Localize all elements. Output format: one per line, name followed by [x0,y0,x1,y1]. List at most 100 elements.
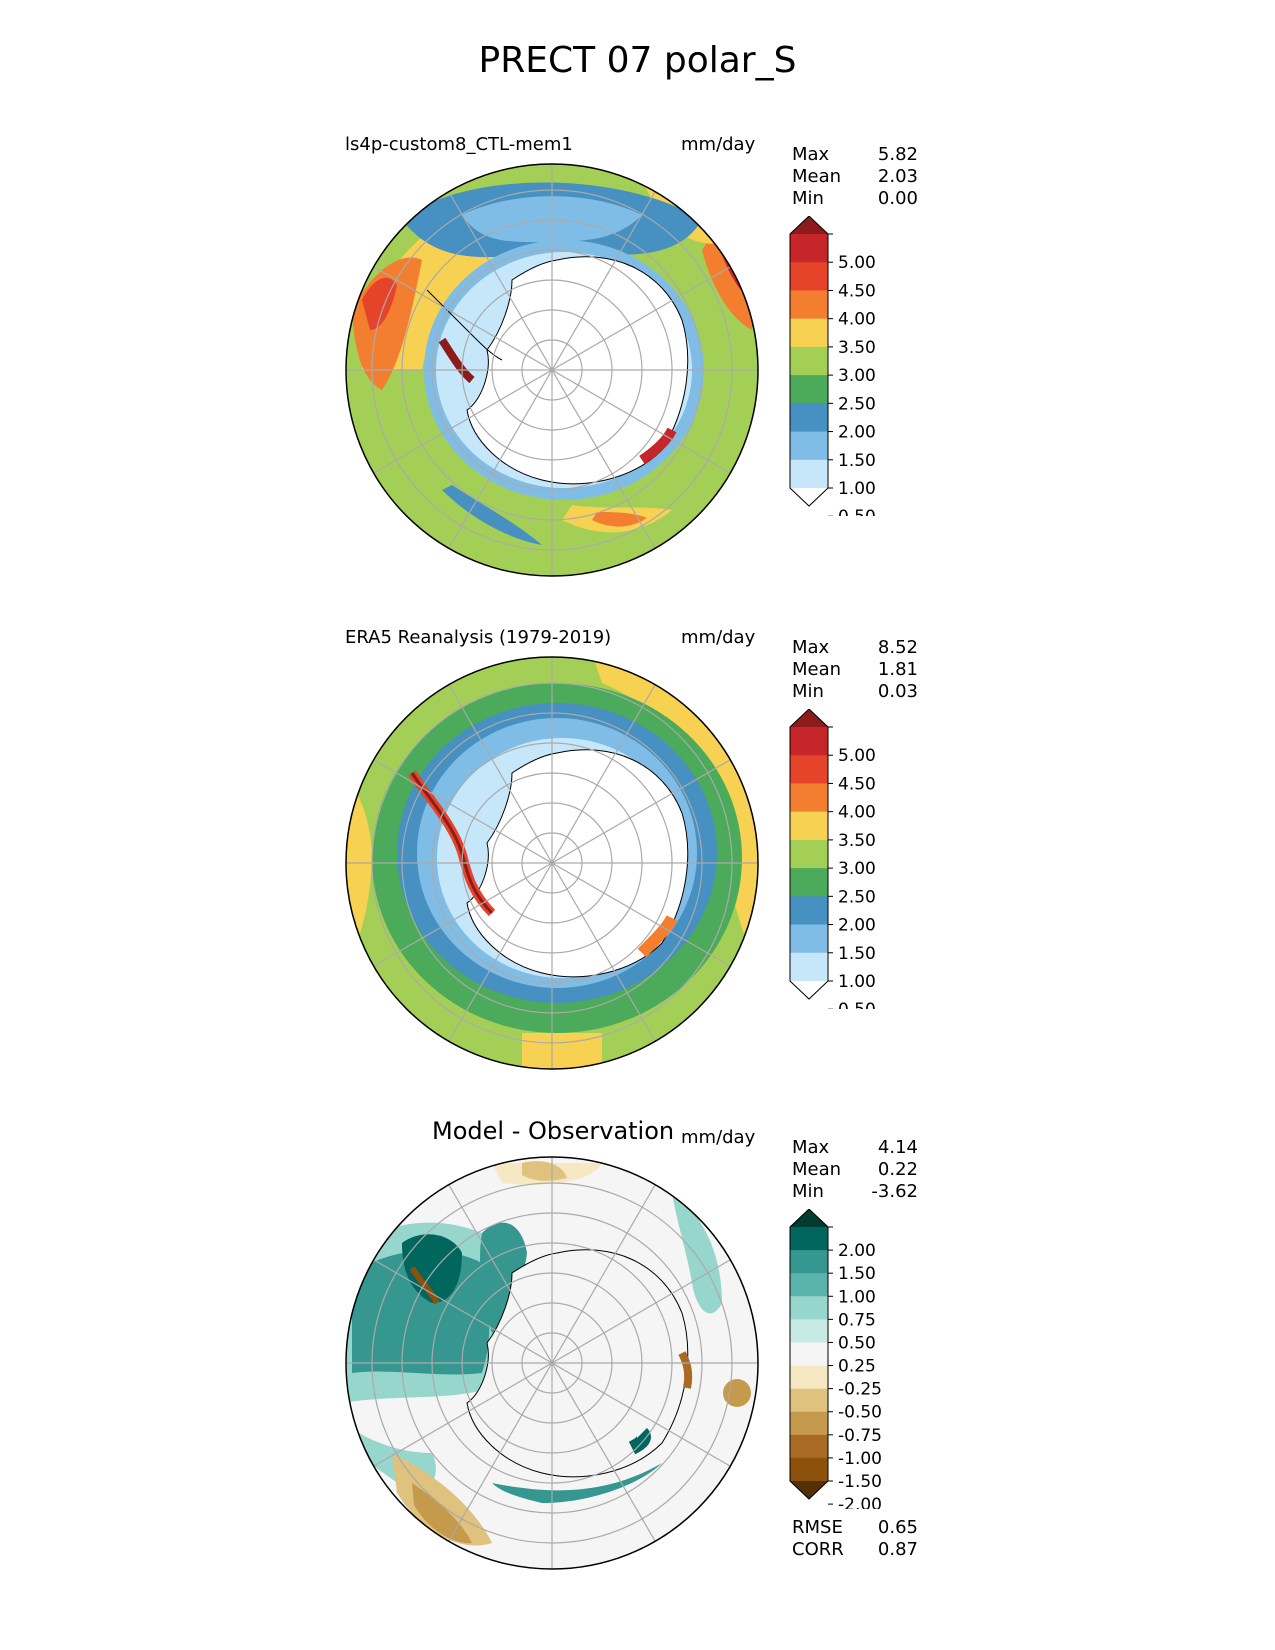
panel-title: ERA5 Reanalysis (1979-2019) [345,627,612,648]
colorbar-tick-label: -0.75 [838,1426,882,1446]
colorbar-tick-label: -1.50 [838,1472,882,1492]
map-border [345,1156,759,1570]
map-border [345,163,759,577]
colorbar-swatch [790,1273,828,1297]
colorbar-swatch [790,1365,828,1390]
stat-label: Max [792,637,830,658]
colorbar-tick-label: 3.50 [838,831,876,851]
colorbar: 5.00 4.50 4.00 3.50 3.00 2.50 2.00 1.50 1.00 0.50 [789,709,876,1009]
colorbar-tick-label: 2.50 [838,887,876,907]
stat-label: Mean [792,659,842,680]
colorbar-extend-min [790,981,828,999]
colorbar-tick-label: 5.00 [838,253,876,273]
colorbar-swatch [790,1319,828,1343]
stat-value: 0.87 [877,1539,918,1560]
colorbar-tick-label: 1.50 [838,944,876,964]
stats-box: Max 5.82 Mean 2.03 Min 0.00 [792,144,918,210]
colorbar-tick-label: 0.75 [838,1310,876,1330]
panel-model: ls4p-custom8_CTL-mem1 mm/day Max 5.82 Mea… [0,134,1275,624]
colorbar-swatch [790,375,828,404]
colorbar: 2.00 1.50 1.00 0.75 0.50 0.25 -0.25 -0.50 -0.75 -… [789,1209,882,1509]
stat-label: Max [792,144,830,165]
stat-value: -3.62 [871,1181,918,1202]
colorbar-swatch [790,896,828,926]
colorbar-swatch [790,1250,828,1274]
colorbar-swatch [790,1457,828,1482]
colorbar-tick-label: -0.50 [838,1403,882,1423]
colorbar-swatch [790,1411,828,1436]
stat-label: Max [792,1137,830,1158]
rain-band [362,277,397,330]
colorbar-tick-label: 0.25 [838,1357,876,1377]
colorbar-tick-label: 2.00 [838,1241,876,1261]
polar-map [345,163,759,577]
coastline [466,749,689,978]
stat-value: 5.82 [877,144,918,165]
colorbar-extend-max [790,216,828,234]
panel-title: ls4p-custom8_CTL-mem1 [345,134,573,155]
colorbar-swatch [790,431,828,461]
colorbar-tick-label: 4.50 [838,281,876,301]
coastline [466,256,689,485]
panel-title: Model - Observation [432,1117,675,1145]
anomaly-band [628,1428,651,1455]
stat-row: Max 4.14 [792,1137,918,1159]
stat-row: Min 0.03 [792,681,918,703]
stat-value: 0.03 [877,681,918,702]
colorbar-tick-label: 3.50 [838,338,876,358]
stat-label: Min [792,1181,824,1202]
stat-label: Mean [792,166,842,187]
stat-value: 0.22 [877,1159,918,1180]
colorbar-swatch [790,234,828,263]
colorbar-tick-label: 1.00 [838,479,876,499]
colorbar-tick-label: 1.50 [838,1264,876,1284]
colorbar-tick-label: 1.50 [838,451,876,471]
stat-row: Mean 1.81 [792,659,918,681]
colorbar-swatch [790,839,828,869]
polar-map [345,1156,759,1570]
rain-band [637,915,678,958]
colorbar-swatch [790,459,828,489]
colorbar-tick-label: -2.00 [838,1495,882,1509]
rain-band [592,512,647,527]
stat-value: 2.03 [877,166,918,187]
colorbar-extend-min [790,488,828,506]
map-border [345,656,759,1070]
stat-label: Min [792,681,824,702]
units-label: mm/day [681,627,756,648]
anomaly-band [392,1453,492,1546]
coastline [466,1249,689,1478]
anomaly-band [672,1193,722,1314]
colorbar-tick-label: 2.00 [838,423,876,443]
colorbar-swatch [790,1434,828,1459]
rain-band [639,427,677,465]
colorbar-tick-label: 0.50 [838,1333,876,1353]
colorbar-swatch [790,811,828,841]
graticule [346,164,758,576]
colorbar-tick-label: -1.00 [838,1449,882,1469]
colorbar-swatch [790,783,828,813]
colorbar-tick-label: 0.50 [838,1000,876,1009]
colorbar-extend-max [790,1209,828,1227]
stats-box: Max 8.52 Mean 1.81 Min 0.03 [792,637,918,703]
colorbar-tick-label: 1.00 [838,1287,876,1307]
stat-value: 4.14 [877,1137,918,1158]
colorbar-tick-label: 1.00 [838,972,876,992]
stat-row: Max 8.52 [792,637,918,659]
rain-band [438,337,475,384]
colorbar-tick-label: 2.00 [838,916,876,936]
stat-label: CORR [792,1539,844,1560]
colorbar-tick-label: 2.50 [838,394,876,414]
panel-difference: Model - Observation mm/day Max 4.14 Mean 0… [0,1117,1275,1617]
colorbar-swatch [790,318,828,348]
colorbar-tick-label: 5.00 [838,746,876,766]
colorbar-tick-label: -0.25 [838,1380,882,1400]
colorbar: 5.00 4.50 4.00 3.50 3.00 2.50 2.00 1.50 1.00 0.50 [789,216,876,516]
stat-row: Mean 0.22 [792,1159,918,1181]
anomaly-band [492,1463,662,1503]
figure-title: PRECT 07 polar_S [478,40,797,81]
colorbar-swatch [790,952,828,982]
units-label: mm/day [681,1127,756,1148]
anomaly-band [678,1351,693,1389]
metrics-box: RMSE 0.65 CORR 0.87 [792,1517,918,1561]
